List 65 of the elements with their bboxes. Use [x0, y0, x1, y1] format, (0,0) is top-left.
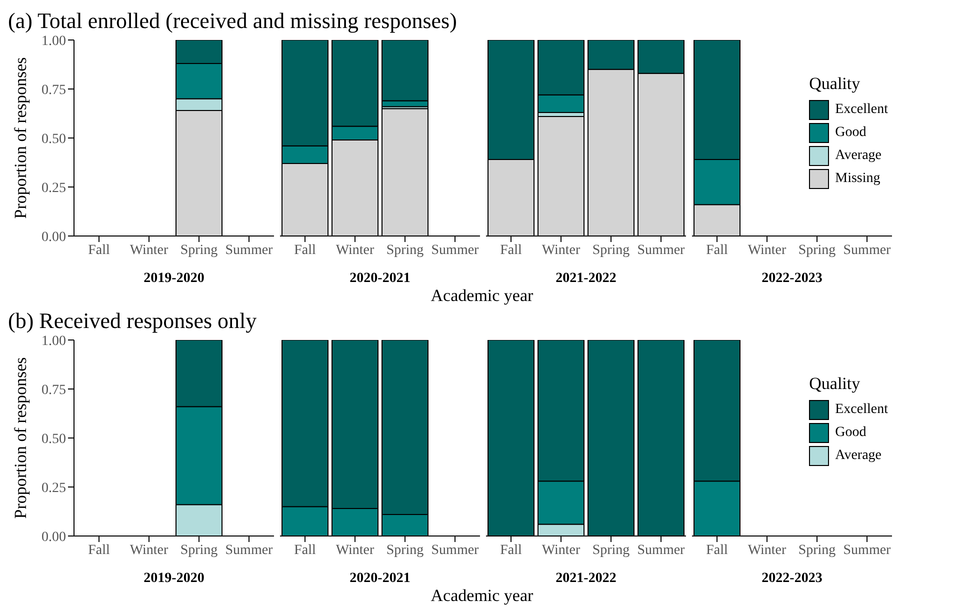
- x-tick-label: Spring: [798, 242, 836, 258]
- x-tick-label: Fall: [294, 242, 316, 258]
- y-axis-title: Proportion of responses: [11, 57, 30, 219]
- text: Academic year: [430, 286, 534, 306]
- x-tick-label: Winter: [130, 542, 168, 558]
- y-tick-label: 0.50: [42, 432, 66, 447]
- x-tick-label: Spring: [386, 242, 424, 258]
- x-axis-title: 2019-2020: [144, 571, 204, 586]
- legend-label: Good: [835, 124, 866, 140]
- x-tick-label: Spring: [180, 542, 218, 558]
- x-tick-label: Summer: [225, 542, 274, 558]
- x-tick-label: Summer: [225, 242, 274, 258]
- x-tick-label: Fall: [706, 242, 728, 258]
- x-tick-label: Summer: [637, 242, 686, 258]
- x-tick-label: Spring: [798, 542, 836, 558]
- x-tick-label: Summer: [431, 242, 480, 258]
- x-tick-label: Fall: [88, 542, 110, 558]
- x-tick-label: Winter: [748, 242, 786, 258]
- x-tick-label: Summer: [431, 542, 480, 558]
- chart-title: (b) Received responses only: [8, 308, 258, 334]
- x-tick-label: Fall: [88, 242, 110, 258]
- x-tick-label: Winter: [336, 242, 374, 258]
- legend-title: Quality: [809, 74, 862, 94]
- y-tick-label: 0.50: [42, 132, 66, 147]
- x-tick-label: Winter: [130, 242, 168, 258]
- x-axis-title: 2020-2021: [350, 571, 410, 586]
- x-axis-title: 2022-2023: [762, 271, 822, 286]
- x-axis-title: 2021-2022: [556, 571, 616, 586]
- y-tick-label: 1.00: [42, 334, 66, 349]
- legend-label: Good: [835, 424, 866, 440]
- y-tick-label: 0.75: [42, 382, 66, 398]
- legend-label: Average: [835, 148, 882, 164]
- x-tick-label: Spring: [592, 542, 630, 558]
- x-tick-label: Fall: [500, 542, 522, 558]
- y-axis-title: Proportion of responses: [11, 357, 30, 519]
- x-tick-label: Fall: [500, 242, 522, 258]
- y-tick-label: 0.75: [42, 82, 66, 98]
- y-tick-label: 0.25: [42, 180, 66, 196]
- legend-label: Average: [835, 448, 882, 464]
- y-tick-label: 0.00: [42, 530, 66, 545]
- legend-label: Missing: [835, 170, 880, 186]
- x-axis-title: 2022-2023: [762, 571, 822, 586]
- y-tick-label: 1.00: [42, 34, 66, 49]
- x-tick-label: Summer: [843, 242, 892, 258]
- x-tick-label: Summer: [637, 542, 686, 558]
- x-tick-label: Spring: [180, 242, 218, 258]
- legend-label: Excellent: [835, 402, 888, 418]
- y-tick-label: 0.00: [42, 230, 66, 245]
- chart-title: (a) Total enrolled (received and missing responses): [8, 8, 458, 34]
- text: Academic year: [430, 586, 534, 606]
- x-tick-label: Fall: [706, 542, 728, 558]
- x-tick-label: Spring: [592, 242, 630, 258]
- x-tick-label: Winter: [748, 542, 786, 558]
- x-tick-label: Summer: [843, 542, 892, 558]
- legend-label: Excellent: [835, 102, 888, 118]
- x-tick-label: Winter: [542, 242, 580, 258]
- x-tick-label: Spring: [386, 542, 424, 558]
- x-tick-label: Winter: [336, 542, 374, 558]
- x-axis-title: 2021-2022: [556, 271, 616, 286]
- x-tick-label: Winter: [542, 542, 580, 558]
- x-axis-title: 2019-2020: [144, 271, 204, 286]
- x-tick-label: Fall: [294, 542, 316, 558]
- y-tick-label: 0.25: [42, 480, 66, 496]
- x-axis-title: 2020-2021: [350, 271, 410, 286]
- legend-title: Quality: [809, 374, 862, 394]
